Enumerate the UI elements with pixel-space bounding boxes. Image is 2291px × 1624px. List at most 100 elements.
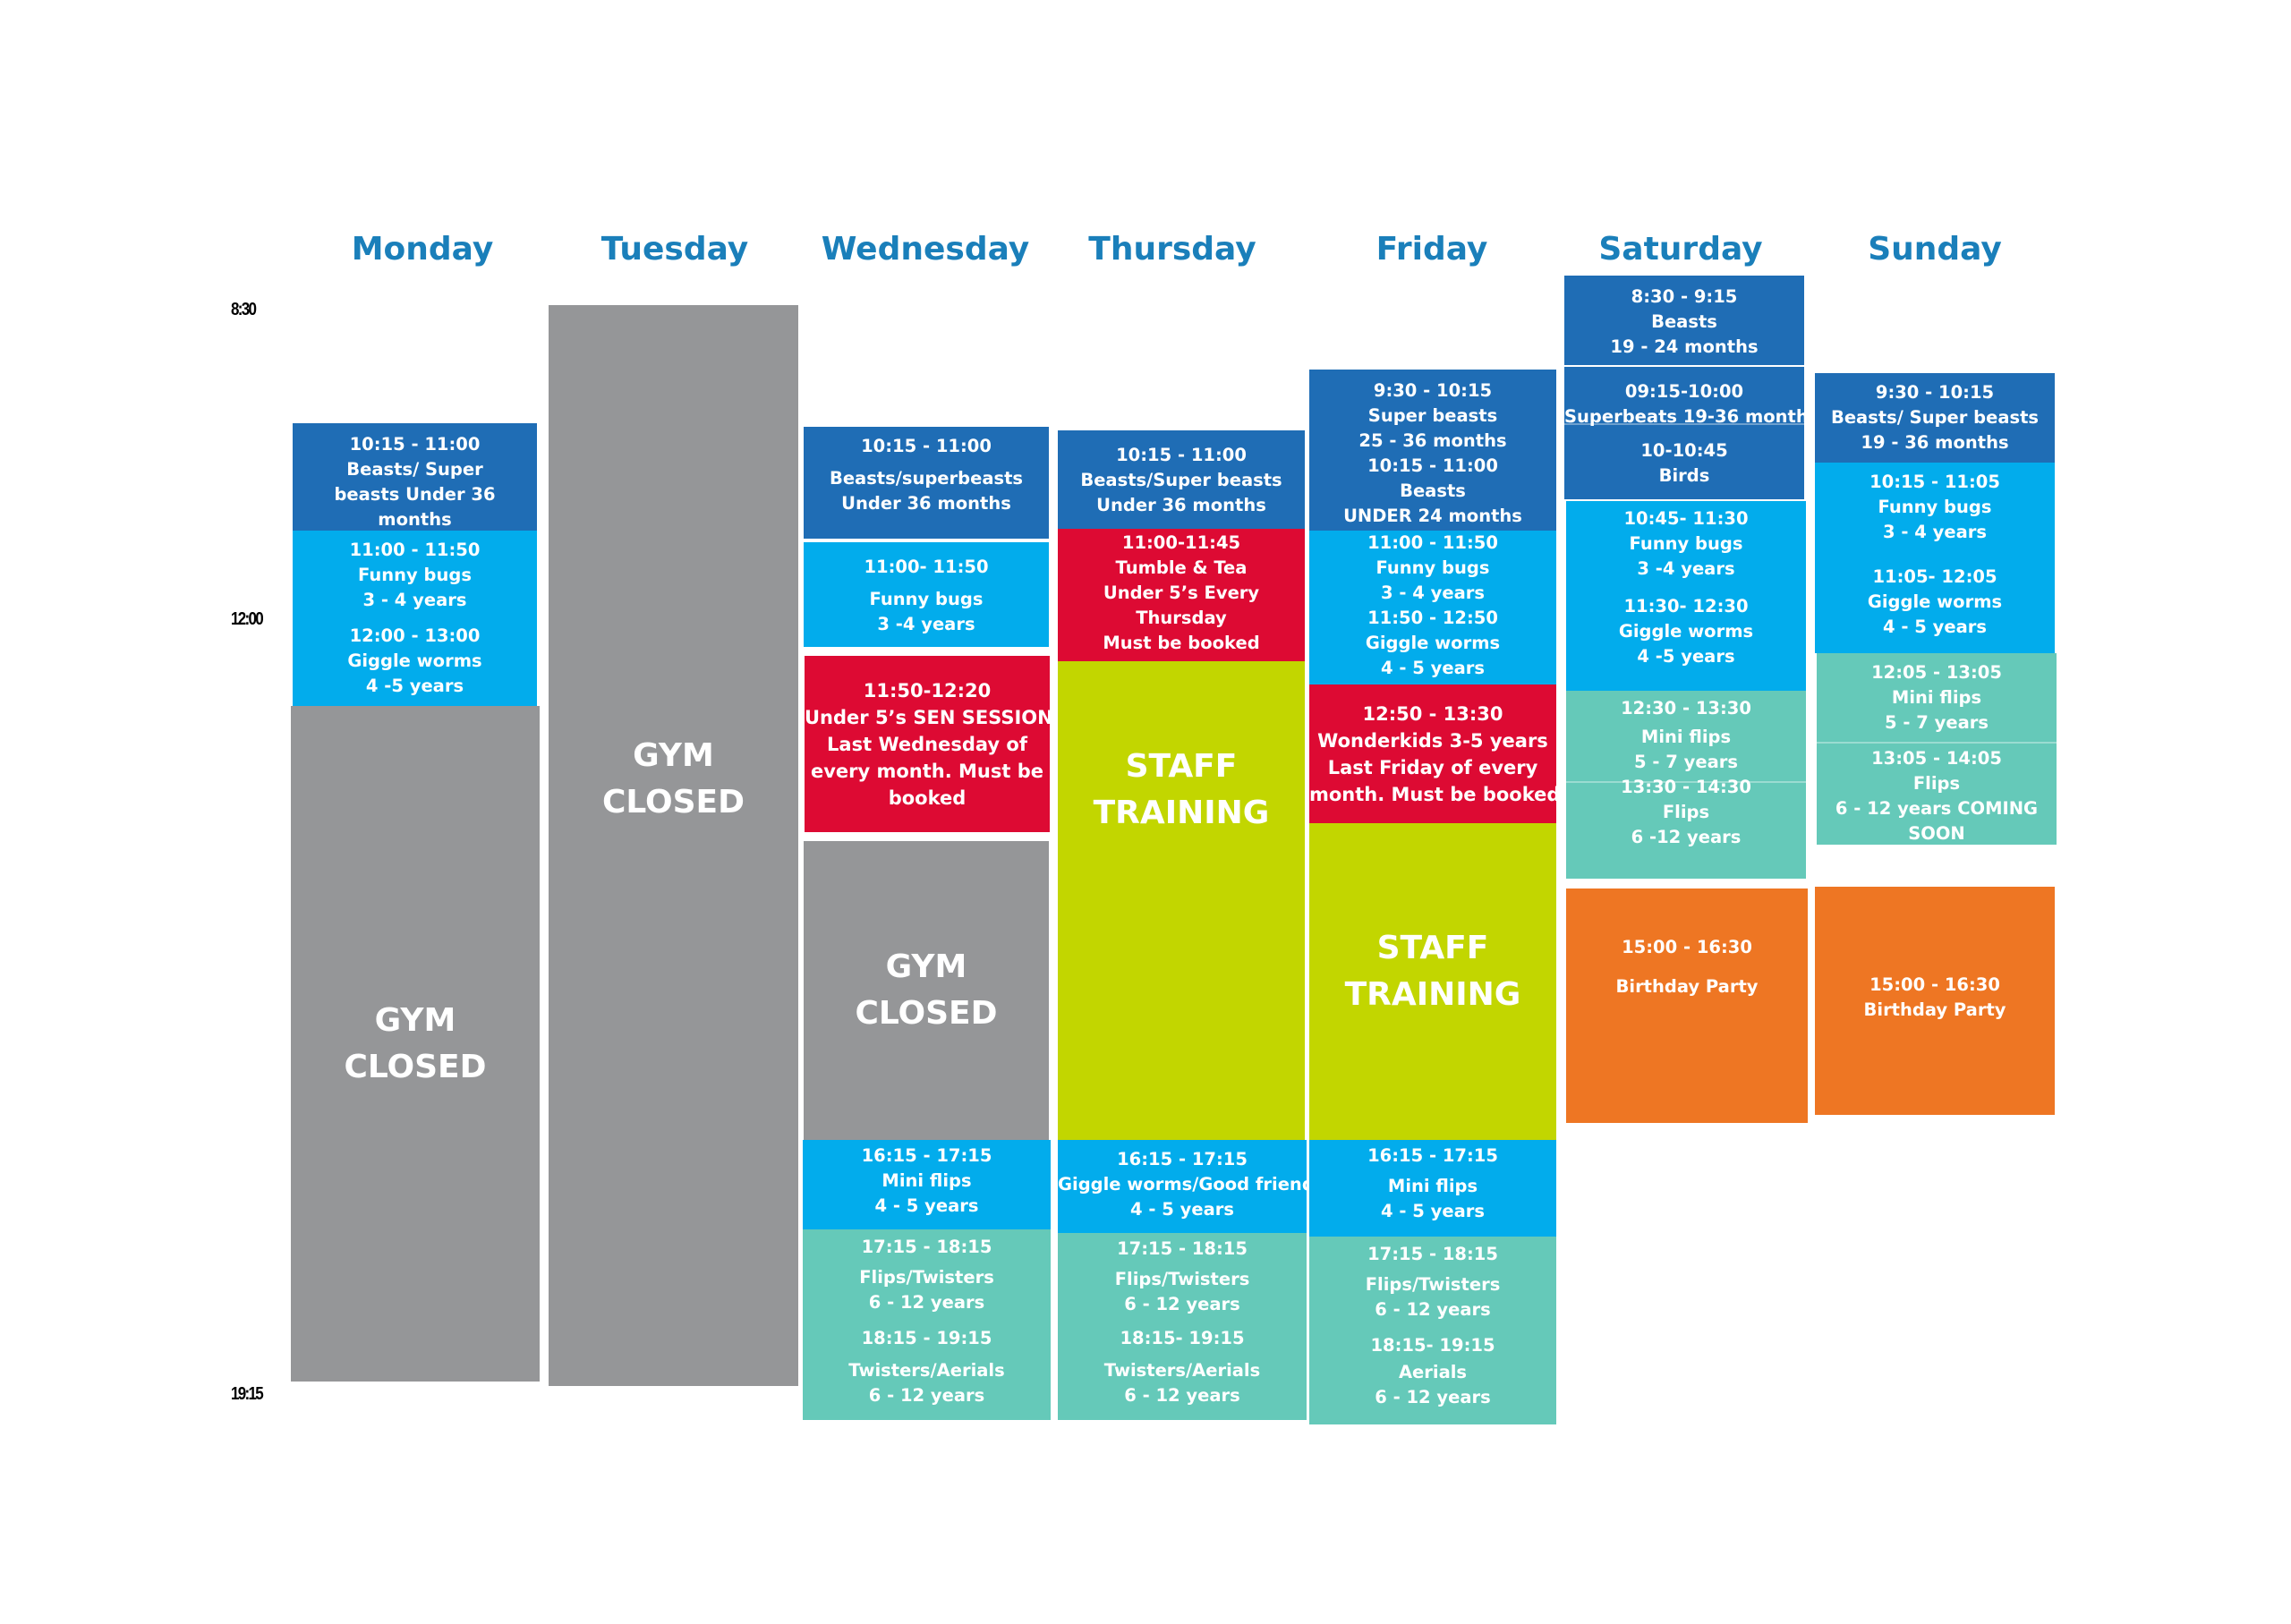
thursday-session-flips-twisters: 17:15 - 18:15 Flips/Twisters 6 - 12 year… (1058, 1233, 1307, 1321)
time-label-end: 19:15 (231, 1384, 264, 1404)
session-age: 3 - 4 years (1381, 582, 1485, 603)
session-title: Twisters/Aerials (1103, 1360, 1261, 1381)
session-time: 11:00-11:45 (1121, 532, 1241, 553)
divider (1817, 742, 2057, 744)
session-note: Last Friday of every (1327, 757, 1538, 778)
divider (1564, 423, 1804, 425)
training-label: TRAINING (1093, 795, 1270, 831)
session-time: 9:30 - 10:15 (1875, 382, 1995, 403)
session-note: month. Must be booked (1309, 784, 1556, 805)
session-age: 4 - 5 years (1381, 1201, 1485, 1221)
monday-session-funny-bugs: 11:00 - 11:50 Funny bugs 3 - 4 years (293, 531, 537, 618)
session-time: 11:50 - 12:50 (1367, 608, 1498, 628)
session-note: Last Wednesday of (827, 734, 1027, 755)
sunday-session-birthday-party: 15:00 - 16:30 Birthday Party (1815, 887, 2055, 1115)
wednesday-gym-closed: GYM CLOSED (804, 841, 1049, 1140)
thursday-staff-training: STAFF TRAINING (1058, 661, 1305, 1140)
friday-session-wonderkids: 12:50 - 13:30 Wonderkids 3-5 years Last … (1309, 684, 1556, 823)
friday-session-funny-bugs: 11:00 - 11:50 Funny bugs 3 - 4 years 11:… (1309, 531, 1556, 684)
session-title: Flips (1912, 773, 1961, 794)
saturday-session-superbeasts-birds: 09:15-10:00 Superbeats 19-36 months 10-1… (1564, 367, 1804, 499)
session-time: 10:15 - 11:00 (861, 436, 992, 456)
session-time: 12:00 - 13:00 (349, 625, 481, 646)
session-age: 5 - 7 years (1885, 712, 1989, 733)
session-title: Giggle worms (1618, 621, 1754, 642)
session-time: 15:00 - 16:30 (1869, 974, 2000, 995)
session-age: Under 36 months (1096, 495, 1266, 515)
session-time: 18:15- 19:15 (1370, 1335, 1495, 1356)
session-title: Funny bugs (1375, 557, 1490, 578)
session-age: 6 - 12 years (868, 1292, 985, 1313)
session-title: Flips/Twisters (1114, 1269, 1250, 1289)
monday-session-beasts: 10:15 - 11:00 Beasts/ Super beasts Under… (293, 423, 537, 531)
day-heading-monday: Monday (351, 231, 494, 268)
session-title: Beasts/superbeasts (829, 468, 1024, 489)
session-age: 4 - 5 years (1130, 1199, 1234, 1220)
day-heading-wednesday: Wednesday (821, 231, 1030, 268)
session-time: 16:15 - 17:15 (861, 1145, 992, 1166)
session-time: 10:15 - 11:00 (1367, 455, 1498, 476)
session-title: Beasts (1400, 480, 1466, 501)
session-title: Flips/Twisters (1365, 1274, 1501, 1295)
session-age: Under 36 months (841, 493, 1011, 514)
monday-gym-closed: GYM CLOSED (291, 706, 540, 1382)
session-age: 4 -5 years (365, 676, 464, 696)
session-age: 6 - 12 years COMING (1835, 798, 2039, 819)
session-note: booked (888, 787, 967, 809)
session-title: beasts Under 36 (334, 484, 496, 505)
session-title: Giggle worms (1867, 591, 2003, 612)
session-age: 3 - 4 years (362, 590, 467, 610)
session-age: 6 - 12 years (1124, 1294, 1240, 1314)
session-title: Tumble & Tea (1115, 557, 1248, 578)
session-title: Funny bugs (358, 565, 472, 585)
thursday-session-giggle-worms: 16:15 - 17:15 Giggle worms/Good friends … (1058, 1140, 1307, 1233)
friday-session-beasts: 9:30 - 10:15 Super beasts 25 - 36 months… (1309, 370, 1556, 531)
session-note: Must be booked (1103, 633, 1260, 653)
session-time: 10-10:45 (1640, 440, 1728, 461)
day-heading-friday: Friday (1375, 231, 1488, 268)
monday-session-giggle-worms: 12:00 - 13:00 Giggle worms 4 -5 years (293, 618, 537, 706)
session-title: Mini flips (1387, 1176, 1478, 1196)
session-age: 25 - 36 months (1358, 430, 1507, 451)
time-label-start: 8:30 (231, 300, 257, 319)
session-title: Funny bugs (1629, 533, 1743, 554)
session-title: Birds (1658, 465, 1710, 486)
session-time: 12:05 - 13:05 (1871, 662, 2002, 683)
day-heading-saturday: Saturday (1598, 231, 1763, 268)
session-title: Under 5’s SEN SESSION (805, 707, 1050, 728)
session-age: UNDER 24 months (1343, 506, 1522, 526)
friday-session-flips-twisters: 17:15 - 18:15 Flips/Twisters 6 - 12 year… (1309, 1237, 1556, 1331)
session-age: 4 - 5 years (1883, 616, 1987, 637)
session-age: 3 -4 years (877, 614, 975, 634)
session-age: 19 - 36 months (1861, 432, 2009, 453)
session-age: 4 - 5 years (1381, 658, 1485, 678)
session-time: 10:15 - 11:05 (1869, 472, 2000, 492)
session-title: Flips (1662, 802, 1710, 822)
day-heading-thursday: Thursday (1088, 231, 1256, 268)
training-label: TRAINING (1344, 976, 1521, 1013)
wednesday-session-sen: 11:50-12:20 Under 5’s SEN SESSION Last W… (805, 656, 1050, 832)
session-age: 5 - 7 years (1634, 752, 1738, 772)
session-time: 11:05- 12:05 (1872, 566, 1997, 587)
session-title: Beasts/Super beasts (1080, 470, 1282, 490)
sunday-session-mini-flips: 12:05 - 13:05 Mini flips 5 - 7 years 13:… (1817, 653, 2057, 845)
session-time: 17:15 - 18:15 (1117, 1238, 1248, 1259)
session-title: Flips/Twisters (859, 1267, 994, 1288)
session-title: Beasts/ Super beasts (1830, 407, 2040, 428)
session-age: 6 - 12 years (1375, 1299, 1491, 1320)
closed-label: CLOSED (855, 995, 998, 1032)
session-title: Funny bugs (1878, 497, 1992, 517)
wednesday-session-funny-bugs: 11:00- 11:50 Funny bugs 3 -4 years (804, 542, 1049, 647)
session-time: 11:50-12:20 (863, 680, 992, 701)
session-age: months (378, 509, 452, 530)
wednesday-session-twisters-aerials: 18:15 - 19:15 Twisters/Aerials 6 - 12 ye… (803, 1319, 1051, 1420)
session-note: Thursday (1136, 608, 1227, 628)
sunday-session-funny-bugs: 10:15 - 11:05 Funny bugs 3 - 4 years 11:… (1815, 463, 2055, 653)
session-time: 17:15 - 18:15 (861, 1237, 992, 1257)
wednesday-session-beasts: 10:15 - 11:00 Beasts/superbeasts Under 3… (804, 427, 1049, 539)
wednesday-session-flips-twisters: 17:15 - 18:15 Flips/Twisters 6 - 12 year… (803, 1229, 1051, 1319)
session-time: 11:30- 12:30 (1623, 596, 1749, 616)
training-label: STAFF (1125, 748, 1238, 785)
saturday-session-birthday-party: 15:00 - 16:30 Birthday Party (1566, 889, 1808, 1123)
session-time: 8:30 - 9:15 (1631, 286, 1738, 307)
